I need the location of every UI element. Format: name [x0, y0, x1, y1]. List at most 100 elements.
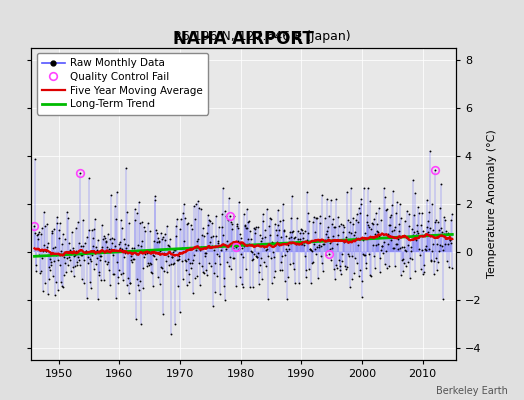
Point: [279, 217, 287, 223]
Point: [328, 244, 336, 251]
Point: [151, 197, 159, 204]
Point: [446, 240, 455, 246]
Point: [351, 229, 359, 235]
Point: [102, 239, 110, 245]
Point: [385, 222, 394, 228]
Point: [183, 220, 192, 226]
Point: [38, 255, 46, 262]
Point: [223, 259, 231, 266]
Point: [74, 219, 83, 225]
Point: [148, 270, 156, 276]
Point: [200, 233, 209, 239]
Point: [445, 236, 454, 243]
Point: [382, 248, 390, 254]
Point: [305, 245, 314, 252]
Point: [46, 267, 54, 273]
Point: [77, 252, 85, 258]
Point: [145, 262, 153, 268]
Point: [71, 252, 80, 258]
Point: [361, 230, 369, 236]
Point: [258, 276, 266, 282]
Point: [180, 238, 188, 244]
Point: [205, 218, 214, 225]
Point: [252, 224, 260, 230]
Point: [356, 267, 364, 273]
Point: [387, 211, 395, 218]
Point: [176, 309, 184, 315]
Point: [35, 252, 43, 258]
Point: [69, 263, 78, 270]
Point: [402, 234, 411, 241]
Point: [271, 268, 279, 274]
Point: [198, 263, 206, 269]
Point: [141, 251, 149, 257]
Point: [118, 225, 126, 232]
Point: [324, 224, 332, 230]
Point: [323, 234, 332, 240]
Point: [56, 262, 64, 269]
Point: [306, 246, 314, 252]
Point: [416, 210, 424, 216]
Point: [190, 252, 199, 258]
Point: [154, 235, 162, 241]
Point: [362, 264, 370, 271]
Point: [332, 241, 341, 247]
Point: [337, 221, 345, 228]
Point: [355, 205, 363, 212]
Point: [69, 245, 77, 251]
Point: [311, 228, 319, 235]
Point: [78, 275, 86, 282]
Point: [358, 278, 366, 284]
Point: [428, 248, 436, 254]
Point: [173, 256, 181, 263]
Point: [204, 217, 213, 224]
Point: [152, 256, 160, 262]
Point: [102, 238, 111, 244]
Point: [417, 246, 425, 253]
Point: [169, 260, 177, 267]
Point: [345, 253, 354, 259]
Point: [294, 228, 302, 234]
Point: [128, 245, 137, 251]
Point: [274, 206, 282, 213]
Point: [191, 275, 199, 282]
Point: [153, 239, 161, 245]
Point: [114, 274, 122, 280]
Point: [247, 236, 255, 242]
Point: [305, 266, 313, 272]
Point: [287, 234, 295, 240]
Point: [298, 240, 307, 247]
Point: [373, 228, 381, 234]
Point: [409, 177, 418, 184]
Point: [136, 321, 145, 327]
Point: [347, 276, 356, 282]
Point: [240, 243, 248, 250]
Point: [96, 257, 104, 263]
Point: [405, 211, 413, 218]
Point: [199, 225, 208, 231]
Point: [220, 283, 228, 289]
Point: [221, 297, 230, 303]
Point: [85, 279, 94, 285]
Point: [363, 218, 372, 225]
Point: [319, 241, 328, 247]
Point: [339, 222, 347, 228]
Point: [386, 213, 395, 220]
Point: [224, 263, 233, 270]
Point: [326, 246, 334, 252]
Point: [200, 270, 208, 276]
Point: [247, 248, 256, 255]
Point: [119, 270, 127, 276]
Point: [375, 255, 384, 262]
Point: [170, 260, 179, 266]
Point: [288, 229, 296, 235]
Point: [422, 243, 430, 249]
Point: [167, 260, 176, 267]
Point: [100, 233, 108, 240]
Point: [73, 262, 81, 268]
Point: [339, 228, 347, 235]
Point: [161, 237, 170, 244]
Point: [52, 252, 60, 258]
Point: [415, 246, 423, 253]
Point: [126, 280, 134, 286]
